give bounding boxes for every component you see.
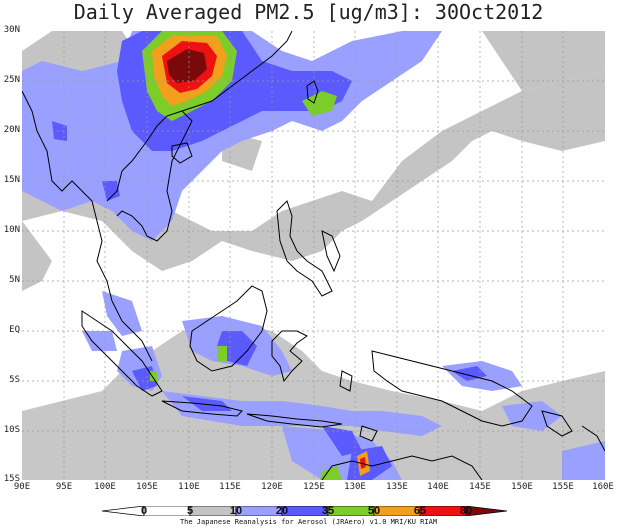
- pm25-map: [22, 31, 605, 480]
- lon-label-110e: 110E: [178, 482, 200, 492]
- colorbar-label-10: 10: [229, 505, 243, 517]
- map-plot-area: [22, 31, 605, 480]
- colorbar-segment-over: [465, 506, 507, 516]
- lat-label-5s: 5S: [9, 375, 20, 385]
- colorbar-label-80: 80: [459, 505, 473, 517]
- colorbar-label-20: 20: [275, 505, 289, 517]
- lon-label-155e: 155E: [552, 482, 574, 492]
- lon-label-115e: 115E: [219, 482, 241, 492]
- lon-label-120e: 120E: [261, 482, 283, 492]
- lon-label-90e: 90E: [13, 482, 31, 492]
- lat-label-30n: 30N: [3, 25, 20, 35]
- lat-label-5n: 5N: [9, 275, 20, 285]
- lon-label-140e: 140E: [427, 482, 449, 492]
- map-title: Daily Averaged PM2.5 [ug/m3]: 30Oct2012: [73, 0, 544, 24]
- lon-label-100e: 100E: [94, 482, 116, 492]
- lat-label-eq: EQ: [9, 325, 20, 335]
- colorbar-label-65: 65: [413, 505, 427, 517]
- lon-label-160e: 160E: [592, 482, 614, 492]
- pm25-band-80-plus: [167, 49, 207, 83]
- coastlines: [22, 31, 605, 480]
- colorbar-label-5: 5: [186, 505, 194, 517]
- lon-label-130e: 130E: [344, 482, 366, 492]
- colorbar: [102, 506, 507, 516]
- lat-label-10n: 10N: [3, 225, 20, 235]
- data-source-credit: The Japanese Reanalysis for Aerosol (JRA…: [179, 518, 438, 526]
- colorbar-segment-under: [102, 506, 145, 516]
- lon-label-105e: 105E: [136, 482, 158, 492]
- lon-label-135e: 135E: [386, 482, 408, 492]
- colorbar-label-35: 35: [321, 505, 335, 517]
- lon-label-125e: 125E: [303, 482, 325, 492]
- lat-label-10s: 10S: [3, 425, 20, 435]
- lat-label-15n: 15N: [3, 175, 20, 185]
- lon-label-150e: 150E: [511, 482, 533, 492]
- lon-label-95e: 95E: [55, 482, 73, 492]
- colorbar-segment-0-5: [143, 506, 191, 516]
- lat-label-15s: 15S: [3, 474, 20, 484]
- colorbar-label-50: 50: [367, 505, 381, 517]
- colorbar-label-0: 0: [140, 505, 148, 517]
- lon-label-145e: 145E: [469, 482, 491, 492]
- lat-label-20n: 20N: [3, 125, 20, 135]
- lat-label-25n: 25N: [3, 75, 20, 85]
